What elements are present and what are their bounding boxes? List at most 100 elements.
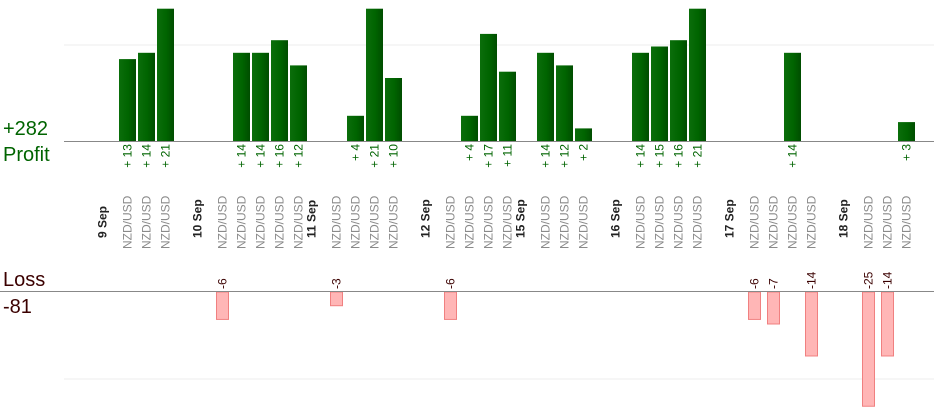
pair-label: NZD/USD (159, 195, 173, 249)
pair-label: NZD/USD (786, 195, 800, 249)
loss-bar (767, 291, 780, 325)
date-label: 9 Sep (96, 206, 110, 238)
pair-label: NZD/USD (881, 195, 895, 249)
profit-bar (784, 52, 801, 141)
pair-label: NZD/USD (235, 195, 249, 249)
profit-value-label: + 15 (653, 144, 667, 168)
loss-bar (881, 291, 894, 357)
profit-bar (575, 128, 592, 141)
pair-label: NZD/USD (273, 195, 287, 249)
date-label: 12 Sep (419, 199, 433, 238)
pair-label: NZD/USD (387, 195, 401, 249)
pair-label: NZD/USD (501, 195, 515, 249)
pair-label: NZD/USD (767, 195, 781, 249)
pair-label: NZD/USD (482, 195, 496, 249)
profit-value-label: + 21 (691, 144, 705, 168)
loss-bar (748, 291, 761, 320)
pair-label: NZD/USD (653, 195, 667, 249)
profit-total: +282 (3, 118, 49, 140)
loss-bar (805, 291, 818, 357)
pair-label: NZD/USD (558, 195, 572, 249)
profit-bar (537, 52, 554, 141)
pair-label: NZD/USD (368, 195, 382, 249)
profit-bar (366, 8, 383, 142)
profit-bar (252, 52, 269, 141)
pair-label: NZD/USD (805, 195, 819, 249)
pair-label: NZD/USD (634, 195, 648, 249)
loss-label: Loss (3, 269, 46, 291)
profit-bar (290, 65, 307, 141)
profit-value-label: + 16 (672, 144, 686, 168)
profit-value-label: + 16 (273, 144, 287, 168)
profit-value-label: + 14 (140, 144, 154, 168)
date-label: 15 Sep (514, 199, 528, 238)
profit-bar (233, 52, 250, 141)
pair-label: NZD/USD (216, 195, 230, 249)
pair-label: NZD/USD (254, 195, 268, 249)
pair-label: NZD/USD (900, 195, 914, 249)
profit-bar (157, 8, 174, 142)
profit-value-label: + 14 (786, 144, 800, 168)
loss-value-label: -6 (216, 278, 230, 289)
loss-bar (862, 291, 875, 407)
profit-value-label: + 4 (349, 144, 363, 161)
pair-label: NZD/USD (691, 195, 705, 249)
loss-value-label: -25 (862, 271, 876, 289)
profit-label: Profit (3, 144, 50, 166)
profit-bar (461, 115, 478, 141)
profit-bar (138, 52, 155, 141)
date-label: 11 Sep (305, 200, 319, 238)
profit-bar (670, 40, 687, 142)
profit-value-label: + 21 (159, 144, 173, 168)
profit-bar (632, 52, 649, 141)
profit-bar (385, 78, 402, 141)
pair-label: NZD/USD (748, 195, 762, 249)
profit-value-label: + 14 (539, 144, 553, 168)
loss-value-label: -6 (444, 278, 458, 289)
pair-label: NZD/USD (539, 195, 553, 249)
profit-bar (119, 59, 136, 141)
profit-value-label: + 21 (368, 144, 382, 168)
profit-bar (689, 8, 706, 142)
profit-bar (347, 115, 364, 141)
pair-label: NZD/USD (862, 195, 876, 249)
date-label: 10 Sep (191, 199, 205, 238)
profit-value-label: + 13 (121, 144, 135, 168)
date-label: 16 Sep (609, 199, 623, 238)
loss-value-label: -7 (767, 278, 781, 289)
profit-bar (480, 33, 497, 141)
profit-bar (651, 46, 668, 141)
loss-value-label: -6 (748, 278, 762, 289)
profit-value-label: + 17 (482, 144, 496, 168)
date-label: 17 Sep (723, 199, 737, 238)
profit-value-label: + 10 (387, 144, 401, 168)
loss-bar (330, 291, 343, 307)
profit-value-label: + 14 (634, 144, 648, 168)
pair-label: NZD/USD (349, 195, 363, 249)
loss-value-label: -14 (881, 271, 895, 289)
profit-bar (271, 40, 288, 142)
profit-value-label: + 14 (254, 144, 268, 168)
pair-label: NZD/USD (577, 195, 591, 249)
date-label: 18 Sep (837, 199, 851, 238)
profit-value-label: + 12 (558, 144, 572, 168)
profit-bar (499, 71, 516, 141)
profit-value-label: + 11 (501, 144, 515, 167)
loss-total: -81 (3, 296, 32, 318)
pair-label: NZD/USD (292, 195, 306, 249)
pair-label: NZD/USD (444, 195, 458, 249)
profit-value-label: + 14 (235, 144, 249, 168)
pair-label: NZD/USD (330, 195, 344, 249)
profit-value-label: + 3 (900, 144, 914, 161)
loss-value-label: -14 (805, 271, 819, 289)
loss-bar (216, 291, 229, 320)
pair-label: NZD/USD (672, 195, 686, 249)
profit-value-label: + 2 (577, 144, 591, 161)
profit-value-label: + 4 (463, 144, 477, 161)
pair-label: NZD/USD (140, 195, 154, 249)
profit-value-label: + 12 (292, 144, 306, 168)
loss-bar (444, 291, 457, 320)
pair-label: NZD/USD (463, 195, 477, 249)
